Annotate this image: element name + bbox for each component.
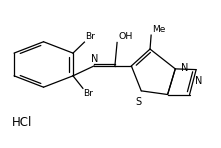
Text: N: N <box>181 63 189 73</box>
Text: N: N <box>91 54 99 64</box>
Text: Me: Me <box>152 25 166 34</box>
Text: S: S <box>135 97 142 107</box>
Text: Br: Br <box>83 90 93 98</box>
Text: OH: OH <box>118 32 133 41</box>
Text: Br: Br <box>85 32 95 41</box>
Text: N: N <box>195 76 202 86</box>
Text: HCl: HCl <box>12 116 32 129</box>
